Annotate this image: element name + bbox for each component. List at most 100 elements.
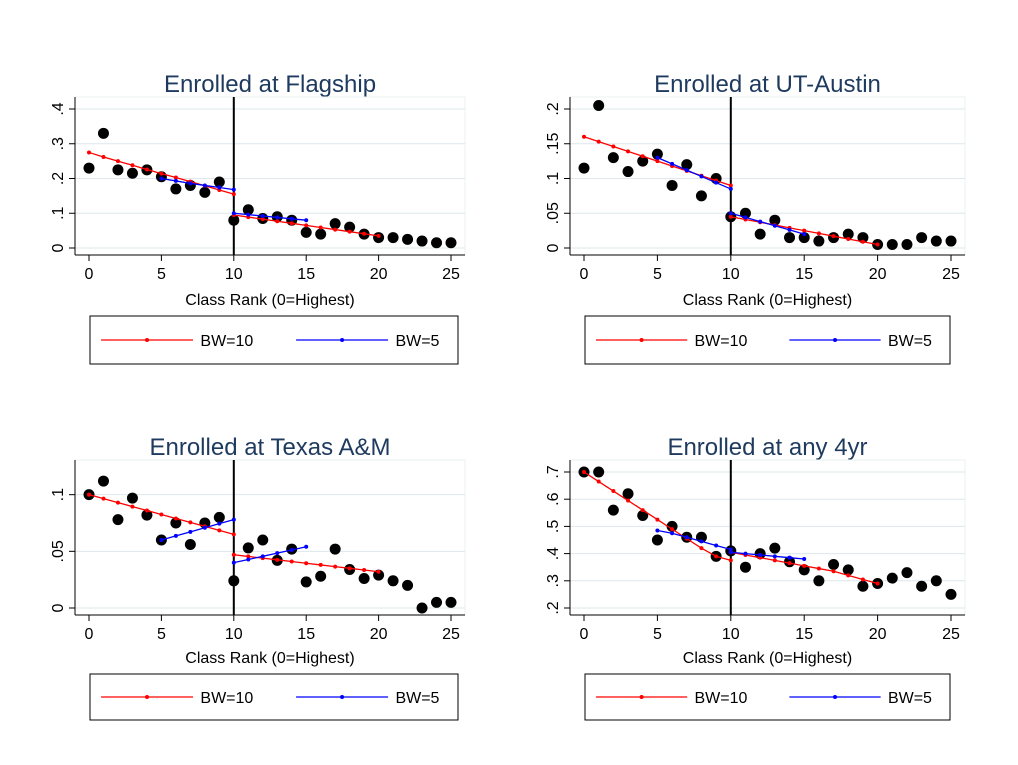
data-point <box>445 596 457 608</box>
fit-point <box>188 520 193 525</box>
fit-point <box>714 180 719 185</box>
legend-marker-bw10 <box>639 695 644 699</box>
data-point <box>622 488 634 500</box>
fit-line-bw5 <box>161 177 234 191</box>
fit-point <box>101 496 106 501</box>
x-tick-label: 15 <box>795 266 813 283</box>
data-point <box>666 520 678 532</box>
x-tick-label: 15 <box>795 626 813 643</box>
x-axis-label: Class Rank (0=Highest) <box>185 292 354 309</box>
y-tick-label: .1 <box>545 172 562 185</box>
x-tick-label: 0 <box>580 266 589 283</box>
fit-point <box>787 227 792 232</box>
fit-point <box>772 223 777 228</box>
fit-point <box>699 174 704 179</box>
y-tick-label: .4 <box>50 102 67 115</box>
fit-point <box>217 528 222 533</box>
fit-point <box>875 581 880 586</box>
fit-point <box>860 239 865 244</box>
legend-label-bw10: BW=10 <box>200 333 253 350</box>
data-point <box>695 190 707 202</box>
data-point <box>373 569 385 581</box>
data-point <box>199 186 211 198</box>
data-point <box>739 561 751 573</box>
fit-point <box>626 149 631 154</box>
fit-point <box>275 557 280 562</box>
data-point <box>798 564 810 576</box>
data-point <box>607 152 619 164</box>
fit-point <box>670 527 675 532</box>
x-tick-label: 5 <box>157 626 166 643</box>
fit-point <box>173 533 178 538</box>
data-point <box>242 542 254 554</box>
data-point <box>666 179 678 191</box>
data-point <box>126 492 138 504</box>
fit-point <box>231 187 236 192</box>
legend: BW=10 BW=5 <box>89 315 459 365</box>
fit-point <box>260 214 265 219</box>
data-point <box>213 176 225 188</box>
fit-point <box>159 512 164 517</box>
data-point <box>813 235 825 247</box>
fit-point <box>684 168 689 173</box>
fit-point <box>231 560 236 565</box>
data-point <box>387 232 399 244</box>
fit-point <box>304 218 309 223</box>
y-tick-label: .15 <box>545 133 562 155</box>
data-point <box>828 558 840 570</box>
fit-point <box>772 554 777 559</box>
fit-point <box>802 228 807 233</box>
legend-label-bw5: BW=5 <box>888 333 932 350</box>
fit-point <box>231 517 236 522</box>
data-point <box>945 235 957 247</box>
fit-point <box>362 568 367 573</box>
x-axis-label: Class Rank (0=Highest) <box>683 292 852 309</box>
data-point <box>813 575 825 587</box>
data-point <box>170 517 182 529</box>
x-tick-label: 5 <box>157 266 166 283</box>
chart-panel-3: Enrolled at Texas A&M 0 5 10 15 20 25 0 .05 .1 Cla… <box>50 434 466 721</box>
x-tick-label: 20 <box>869 266 887 283</box>
data-point <box>916 580 928 592</box>
y-tick-label: .1 <box>50 206 67 219</box>
data-point <box>315 228 327 240</box>
data-point <box>97 127 109 139</box>
fit-point <box>611 144 616 149</box>
plot-area <box>74 459 466 616</box>
x-tick-label: 20 <box>370 626 388 643</box>
data-point <box>213 511 225 523</box>
x-tick-label: 5 <box>653 266 662 283</box>
y-tick-label: .6 <box>545 492 562 505</box>
fit-point <box>860 577 865 582</box>
fit-point <box>802 557 807 562</box>
fit-point <box>217 185 222 190</box>
data-point <box>329 543 341 555</box>
fit-point <box>231 552 236 557</box>
fit-point <box>289 559 294 564</box>
fit-line-bw5 <box>730 212 805 235</box>
x-tick-label: 0 <box>85 266 94 283</box>
fit-point <box>758 552 763 557</box>
fit-point <box>304 561 309 566</box>
data-point <box>416 235 428 247</box>
fit-point <box>728 183 733 188</box>
data-point <box>901 567 913 579</box>
fit-point <box>159 176 164 181</box>
fit-point <box>699 539 704 544</box>
fit-point <box>655 155 660 160</box>
x-tick-label: 5 <box>653 626 662 643</box>
fit-point <box>362 231 367 236</box>
data-point <box>578 162 590 174</box>
data-point <box>651 148 663 160</box>
fit-point <box>655 528 660 533</box>
data-point <box>593 466 605 478</box>
data-point <box>886 572 898 584</box>
legend: BW=10 BW=5 <box>584 315 951 365</box>
chart-panel-4: Enrolled at any 4yr 0 5 10 15 20 25 .2 .3 .4 .5 .6.… <box>545 434 966 721</box>
data-point <box>857 580 869 592</box>
data-point <box>622 166 634 178</box>
data-point <box>126 167 138 179</box>
data-point <box>344 221 356 233</box>
y-tick-label: 0 <box>50 243 67 252</box>
